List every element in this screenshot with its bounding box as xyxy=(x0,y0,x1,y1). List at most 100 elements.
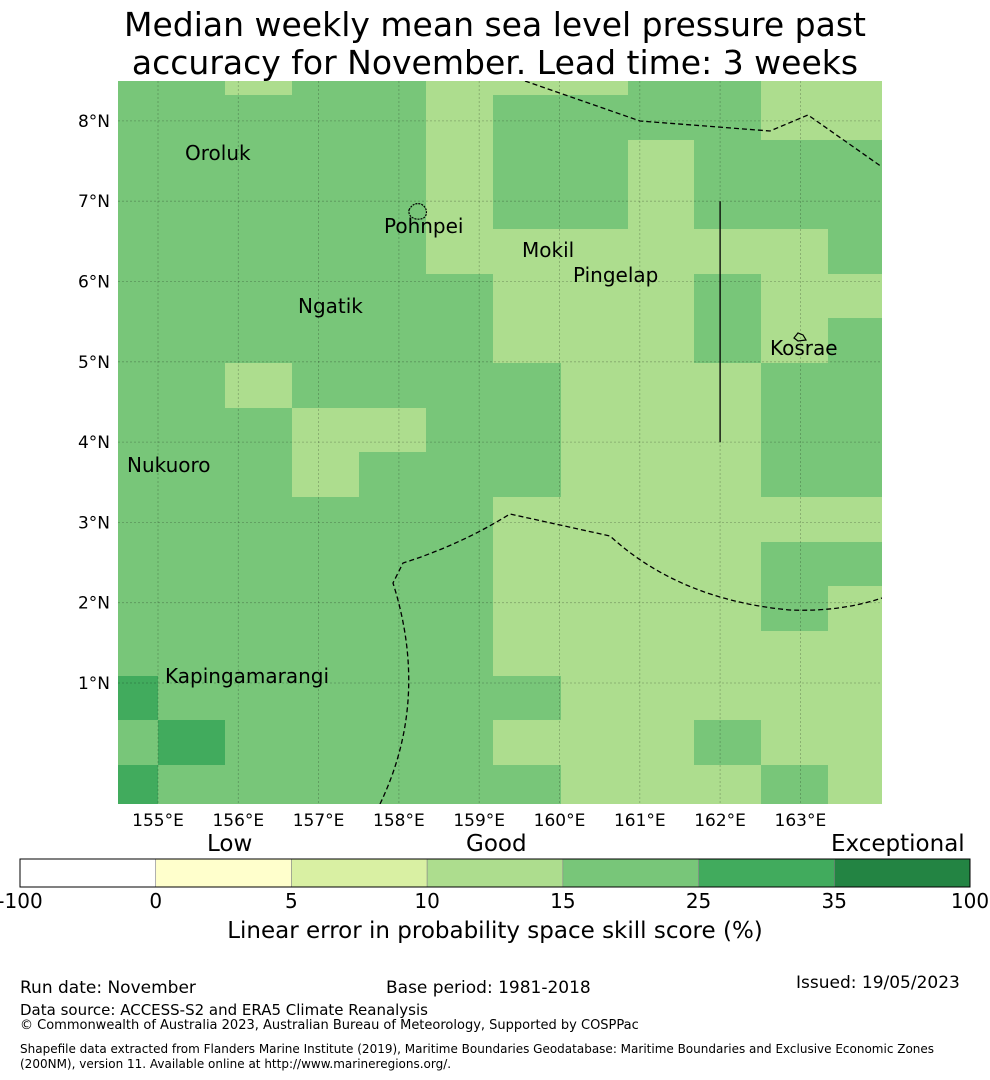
x-tick-label: 162°E xyxy=(694,811,746,831)
y-tick-label: 7°N xyxy=(78,192,110,212)
skill-cell xyxy=(561,274,629,319)
skill-cell xyxy=(225,542,293,587)
skill-cell xyxy=(628,81,695,96)
skill-cell xyxy=(828,140,882,185)
skill-cell xyxy=(359,452,427,498)
skill-cell xyxy=(761,95,829,141)
y-tick-label: 1°N xyxy=(78,674,110,694)
skill-grid-cells xyxy=(118,81,882,804)
skill-cell xyxy=(292,229,360,275)
skill-cell xyxy=(561,140,629,185)
skill-cell xyxy=(628,765,695,804)
skill-cell xyxy=(761,631,829,677)
skill-cell xyxy=(493,631,562,677)
skill-cell xyxy=(561,765,629,804)
skill-cell xyxy=(426,184,494,230)
skill-cell xyxy=(493,229,562,275)
skill-cell xyxy=(493,676,562,721)
skill-cell xyxy=(225,720,293,766)
skill-cell xyxy=(426,631,494,677)
skill-cell xyxy=(761,408,829,453)
skill-cell xyxy=(828,676,882,721)
skill-cell xyxy=(493,184,562,230)
colorbar-tick: -100 xyxy=(0,889,43,913)
colorbar-tick: 25 xyxy=(685,889,712,913)
data-source: Data source: ACCESS-S2 and ERA5 Climate … xyxy=(20,1001,428,1019)
skill-cell xyxy=(359,586,427,632)
colorbar-word-exceptional: Exceptional xyxy=(831,831,965,857)
skill-cell xyxy=(426,452,494,498)
x-tick-label: 158°E xyxy=(373,811,425,831)
skill-cell xyxy=(694,318,762,364)
skill-cell xyxy=(426,95,494,141)
skill-cell xyxy=(561,452,629,498)
skill-cell xyxy=(761,363,829,409)
skill-cell xyxy=(628,586,695,632)
skill-cell xyxy=(628,631,695,677)
skill-cell xyxy=(426,720,494,766)
skill-cell xyxy=(694,676,762,721)
skill-cell xyxy=(761,765,829,804)
skill-cell xyxy=(118,229,159,275)
skill-cell xyxy=(118,765,159,804)
place-label: Pingelap xyxy=(573,263,658,287)
eez-boundary-north xyxy=(524,81,882,168)
skill-cell xyxy=(561,229,629,275)
skill-cell xyxy=(426,676,494,721)
skill-cell xyxy=(493,95,562,141)
y-tick-label: 4°N xyxy=(78,433,110,453)
skill-cell xyxy=(118,676,159,721)
issued-date: Issued: 19/05/2023 xyxy=(796,973,960,993)
skill-cell xyxy=(694,184,762,230)
colorbar-segment xyxy=(698,858,835,888)
skill-cell xyxy=(493,81,562,96)
skill-cell xyxy=(359,81,427,96)
skill-cell xyxy=(761,229,829,275)
skill-cell xyxy=(158,274,226,319)
skill-cell xyxy=(118,720,159,766)
colorbar-segment xyxy=(19,858,157,888)
x-tick-label: 161°E xyxy=(614,811,666,831)
skill-cell xyxy=(158,184,226,230)
skill-cell xyxy=(493,765,562,804)
skill-cell xyxy=(359,497,427,543)
skill-cell xyxy=(828,318,882,364)
skill-cell xyxy=(828,408,882,453)
skill-cell xyxy=(561,408,629,453)
skill-cell xyxy=(158,765,226,804)
skill-cell xyxy=(761,542,829,587)
skill-cell xyxy=(158,363,226,409)
skill-cell xyxy=(828,274,882,319)
skill-cell xyxy=(694,720,762,766)
skill-cell xyxy=(761,676,829,721)
skill-cell xyxy=(118,542,159,587)
skill-cell xyxy=(628,95,695,141)
skill-cell xyxy=(761,140,829,185)
skill-cell xyxy=(225,408,293,453)
x-tick-label: 157°E xyxy=(293,811,345,831)
skill-cell xyxy=(694,408,762,453)
skill-cell xyxy=(828,363,882,409)
skill-cell xyxy=(761,586,829,632)
colorbar-tick: 0 xyxy=(149,889,163,913)
skill-cell xyxy=(158,542,226,587)
skill-cell xyxy=(493,140,562,185)
skill-cell xyxy=(225,140,293,185)
skill-cell xyxy=(225,81,293,96)
skill-cell xyxy=(628,140,695,185)
skill-cell xyxy=(828,81,882,96)
skill-cell xyxy=(292,765,360,804)
skill-cell xyxy=(426,542,494,587)
skill-cell xyxy=(694,542,762,587)
skill-cell xyxy=(118,140,159,185)
skill-cell xyxy=(694,765,762,804)
skill-cell xyxy=(158,720,226,766)
skill-cell xyxy=(561,542,629,587)
skill-cell xyxy=(628,676,695,721)
skill-cell xyxy=(158,497,226,543)
skill-cell xyxy=(158,81,226,96)
eez-boundary-south xyxy=(379,513,882,804)
x-tick-label: 160°E xyxy=(534,811,586,831)
colorbar xyxy=(19,858,971,888)
